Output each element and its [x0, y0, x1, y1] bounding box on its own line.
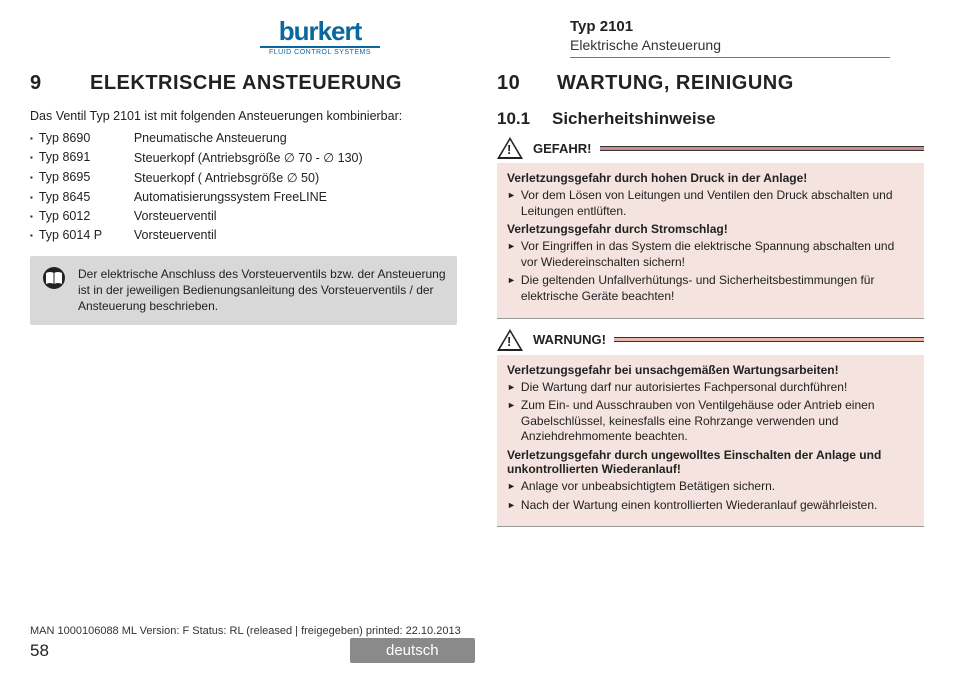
right-column: 10 WARTUNG, REINIGUNG 10.1 Sicherheitshi… [497, 72, 924, 537]
section-number: 9 [30, 72, 90, 95]
type-desc: Pneumatische Ansteuerung [134, 131, 287, 145]
type-desc: Steuerkopf ( Antriebsgröße ∅ 50) [134, 170, 319, 185]
note-text: Der elektrische Anschluss des Vorsteuerv… [78, 266, 447, 315]
footer-metadata: MAN 1000106088 ML Version: F Status: RL … [30, 625, 461, 637]
warning-triangle-icon: ! [497, 137, 523, 159]
page: burkert FLUID CONTROL SYSTEMS Typ 2101 E… [0, 0, 954, 673]
alert-text: Die Wartung darf nur autorisiertes Fachp… [521, 380, 847, 396]
alert-text: Die geltenden Unfallverhütungs- und Sich… [521, 273, 914, 304]
type-desc: Automatisierungssystem FreeLINE [134, 190, 327, 204]
alert-label: WARNUNG! [533, 332, 606, 347]
section-title: WARTUNG, REINIGUNG [557, 72, 794, 95]
subsection-number: 10.1 [497, 109, 552, 129]
section-number: 10 [497, 72, 557, 95]
header-rule [570, 57, 890, 58]
alert-label: GEFAHR! [533, 141, 592, 156]
list-item: Typ 8695Steuerkopf ( Antriebsgröße ∅ 50) [30, 170, 457, 185]
alert-point: Nach der Wartung einen kontrollierten Wi… [507, 498, 914, 514]
alert-text: Vor dem Lösen von Leitungen und Ventilen… [521, 188, 914, 219]
alert-heading: Verletzungsgefahr bei unsachgemäßen Wart… [507, 363, 914, 377]
doc-header-right: Typ 2101 Elektrische Ansteuerung [540, 18, 924, 58]
type-code: Typ 6012 [39, 209, 134, 223]
section-heading-10: 10 WARTUNG, REINIGUNG [497, 72, 924, 95]
type-code: Typ 8695 [39, 170, 134, 185]
brand-logo: burkert FLUID CONTROL SYSTEMS [260, 18, 380, 56]
manual-icon [40, 266, 68, 290]
warning-alert: ! WARNUNG! Verletzungsgefahr bei unsachg… [497, 329, 924, 528]
type-code: Typ 8690 [39, 131, 134, 145]
alert-point: Die Wartung darf nur autorisiertes Fachp… [507, 380, 914, 396]
logo-text: burkert [279, 18, 362, 44]
alert-text: Vor Eingriffen in das System die elektri… [521, 239, 914, 270]
alert-body: Verletzungsgefahr bei unsachgemäßen Wart… [497, 355, 924, 528]
alert-heading: Verletzungsgefahr durch ungewolltes Eins… [507, 448, 914, 476]
logo-tagline: FLUID CONTROL SYSTEMS [269, 49, 371, 56]
alert-body: Verletzungsgefahr durch hohen Druck in d… [497, 163, 924, 319]
alert-heading: Verletzungsgefahr durch hohen Druck in d… [507, 171, 914, 185]
type-label: Typ 2101 [570, 18, 924, 35]
intro-text: Das Ventil Typ 2101 ist mit folgenden An… [30, 109, 457, 123]
alert-bar [600, 146, 925, 151]
type-code: Typ 6014 P [39, 228, 134, 242]
section-title: ELEKTRISCHE ANSTEUERUNG [90, 72, 402, 95]
alert-text: Anlage vor unbeabsichtigtem Betätigen si… [521, 479, 775, 495]
type-desc: Vorsteuerventil [134, 209, 217, 223]
warning-triangle-icon: ! [497, 329, 523, 351]
type-list: Typ 8690Pneumatische Ansteuerung Typ 869… [30, 131, 457, 242]
alert-text: Zum Ein- und Ausschrauben von Ventilgehä… [521, 398, 914, 445]
section-heading-9: 9 ELEKTRISCHE ANSTEUERUNG [30, 72, 457, 95]
alert-point: Die geltenden Unfallverhütungs- und Sich… [507, 273, 914, 304]
content-columns: 9 ELEKTRISCHE ANSTEUERUNG Das Ventil Typ… [30, 72, 924, 537]
type-desc: Vorsteuerventil [134, 228, 217, 242]
logo-rule [260, 46, 380, 48]
info-note: Der elektrische Anschluss des Vorsteuerv… [30, 256, 457, 325]
danger-alert: ! GEFAHR! Verletzungsgefahr durch hohen … [497, 137, 924, 319]
alert-text: Nach der Wartung einen kontrollierten Wi… [521, 498, 877, 514]
subsection-heading: 10.1 Sicherheitshinweise [497, 109, 924, 129]
type-subtitle: Elektrische Ansteuerung [570, 37, 924, 53]
alert-point: Vor dem Lösen von Leitungen und Ventilen… [507, 188, 914, 219]
alert-point: Zum Ein- und Ausschrauben von Ventilgehä… [507, 398, 914, 445]
list-item: Typ 8691Steuerkopf (Antriebsgröße ∅ 70 -… [30, 150, 457, 165]
list-item: Typ 6014 PVorsteuerventil [30, 228, 457, 242]
list-item: Typ 6012Vorsteuerventil [30, 209, 457, 223]
alert-point: Vor Eingriffen in das System die elektri… [507, 239, 914, 270]
type-code: Typ 8691 [39, 150, 134, 165]
page-number: 58 [30, 641, 49, 661]
left-column: 9 ELEKTRISCHE ANSTEUERUNG Das Ventil Typ… [30, 72, 457, 537]
list-item: Typ 8645Automatisierungssystem FreeLINE [30, 190, 457, 204]
alert-bar [614, 337, 924, 342]
language-tab: deutsch [350, 638, 475, 663]
alert-point: Anlage vor unbeabsichtigtem Betätigen si… [507, 479, 914, 495]
list-item: Typ 8690Pneumatische Ansteuerung [30, 131, 457, 145]
top-header: burkert FLUID CONTROL SYSTEMS Typ 2101 E… [30, 18, 924, 58]
alert-heading: Verletzungsgefahr durch Stromschlag! [507, 222, 914, 236]
alert-header: ! WARNUNG! [497, 329, 924, 351]
type-desc: Steuerkopf (Antriebsgröße ∅ 70 - ∅ 130) [134, 150, 363, 165]
subsection-title: Sicherheitshinweise [552, 109, 715, 129]
alert-header: ! GEFAHR! [497, 137, 924, 159]
type-code: Typ 8645 [39, 190, 134, 204]
